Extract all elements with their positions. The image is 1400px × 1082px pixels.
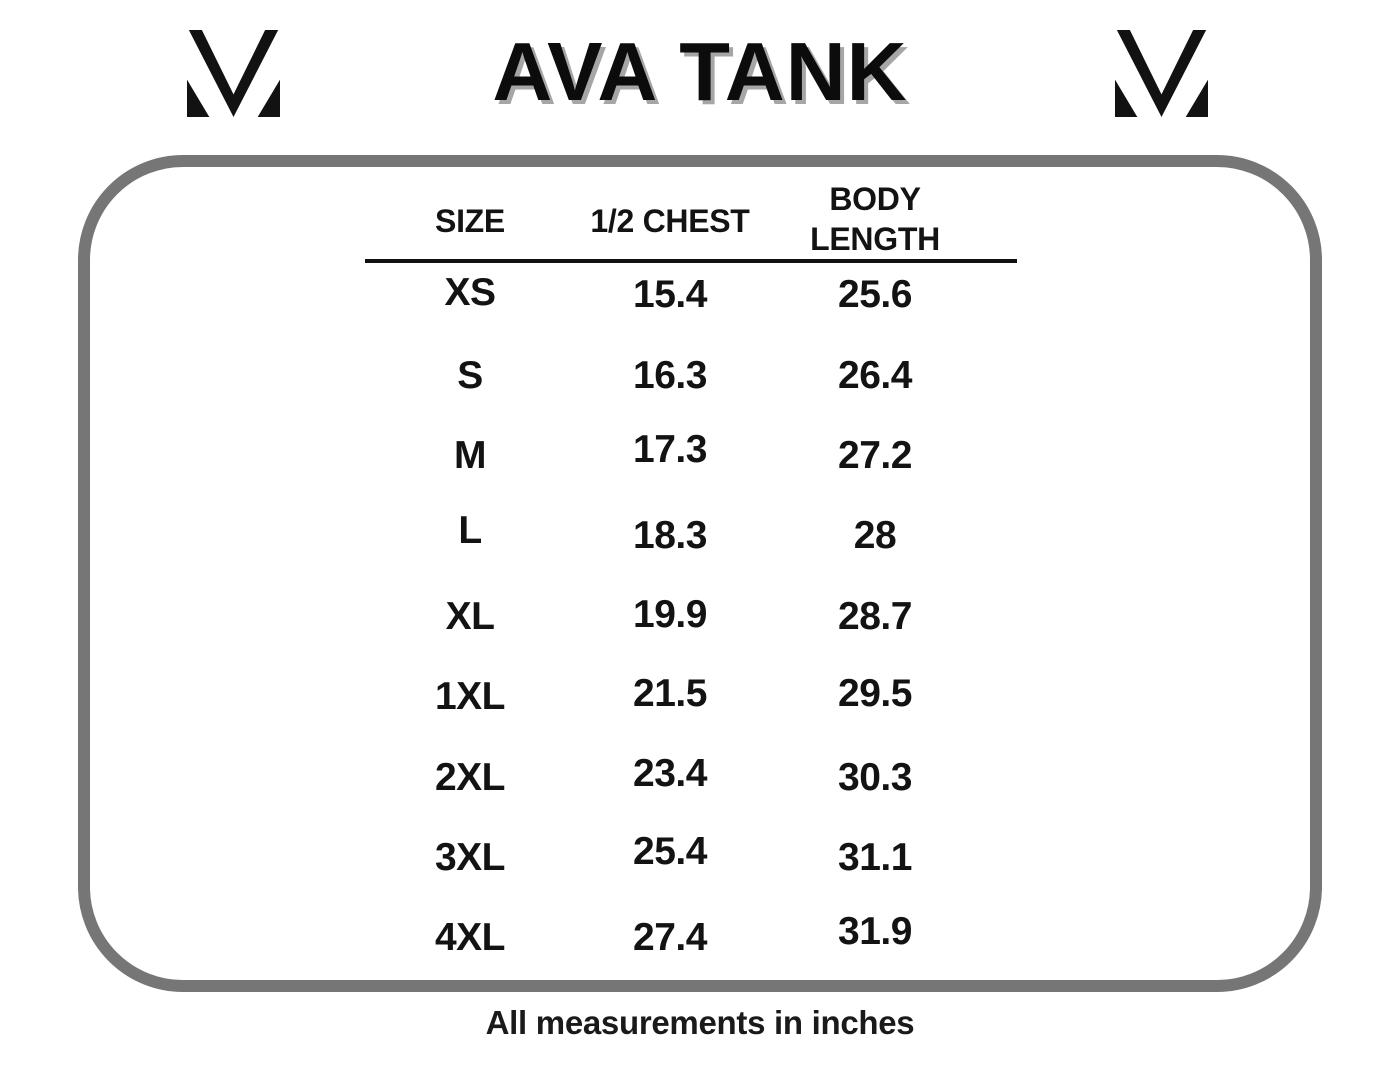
column-header-body-length: BODY LENGTH	[810, 181, 940, 257]
body-length-cell: 27.2	[838, 433, 912, 477]
body-length-cell: 31.9	[838, 910, 912, 954]
table-row: XS 15.4 25.6	[365, 255, 985, 335]
chest-cell: 17.3	[633, 427, 707, 471]
chest-cell: 19.9	[633, 592, 707, 636]
body-length-cell: 28.7	[838, 594, 912, 638]
chest-cell: 23.4	[633, 751, 707, 795]
chest-cell: 21.5	[633, 672, 707, 716]
table-row: 2XL 23.4 30.3	[365, 737, 985, 817]
table-row: 3XL 25.4 31.1	[365, 818, 985, 898]
page-title: AVA TANK	[492, 25, 908, 118]
size-chart-frame	[78, 155, 1322, 992]
chest-cell: 27.4	[633, 916, 707, 960]
size-cell: M	[454, 433, 487, 477]
column-header-chest: 1/2 CHEST	[590, 203, 750, 239]
measurements-note: All measurements in inches	[485, 1004, 915, 1041]
chest-cell: 15.4	[633, 273, 707, 317]
brand-logo-right-icon	[1115, 30, 1208, 117]
size-cell: XL	[445, 594, 495, 638]
size-cell: 3XL	[434, 835, 506, 879]
table-row: 1XL 21.5 29.5	[365, 657, 985, 737]
body-length-cell: 26.4	[838, 353, 912, 397]
size-cell: 1XL	[434, 675, 506, 719]
column-header-size: SIZE	[435, 203, 505, 239]
size-cell: 4XL	[434, 916, 506, 960]
table-row: M 17.3 27.2	[365, 416, 985, 496]
body-length-cell: 25.6	[838, 273, 912, 317]
header-divider-line	[365, 259, 1017, 263]
table-row: XL 19.9 28.7	[365, 577, 985, 657]
body-length-cell: 28	[853, 514, 897, 558]
table-row: L 18.3 28	[365, 496, 985, 576]
body-length-cell: 29.5	[838, 672, 912, 716]
body-length-cell: 30.3	[838, 755, 912, 799]
size-cell: 2XL	[434, 755, 506, 799]
brand-logo-left-icon	[187, 30, 280, 117]
chest-cell: 16.3	[633, 353, 707, 397]
table-row: S 16.3 26.4	[365, 335, 985, 415]
size-table: XS 15.4 25.6 S 16.3 26.4 M 17.3 27.2 L 1…	[365, 255, 985, 979]
chest-cell: 18.3	[633, 514, 707, 558]
chest-cell: 25.4	[633, 829, 707, 873]
size-cell: S	[457, 353, 483, 397]
size-cell: L	[458, 509, 482, 553]
table-row: 4XL 27.4 31.9	[365, 898, 985, 978]
size-cell: XS	[444, 271, 496, 315]
body-length-cell: 31.1	[838, 835, 912, 879]
